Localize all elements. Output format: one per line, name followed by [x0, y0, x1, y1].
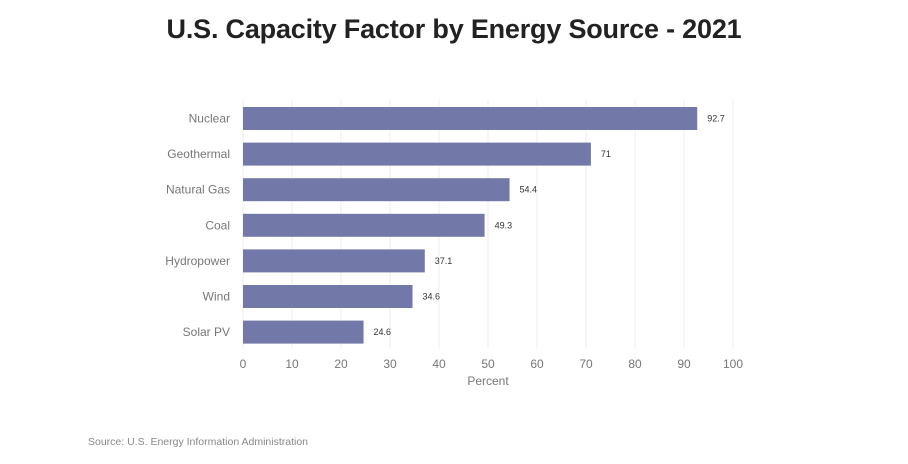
category-label: Nuclear: [189, 112, 230, 126]
x-tick-label: 70: [579, 357, 593, 371]
value-label: 24.6: [374, 327, 392, 337]
bar: [243, 107, 698, 130]
category-label: Hydropower: [165, 254, 230, 268]
x-tick-label: 100: [723, 357, 743, 371]
category-labels: Nuclear Geothermal Natural Gas Coal Hydropow…: [165, 112, 230, 340]
category-label: Solar PV: [183, 325, 230, 339]
x-tick-label: 20: [334, 357, 348, 371]
x-tick-label: 0: [240, 357, 247, 371]
category-label: Wind: [203, 290, 230, 304]
value-label: 34.6: [423, 292, 441, 302]
bar: [243, 285, 413, 308]
x-tick-label: 40: [432, 357, 446, 371]
x-tick-label: 80: [628, 357, 642, 371]
x-tick-label: 60: [530, 357, 544, 371]
x-tick-labels: 0 10 20 30 40 50 60 70 80 90 100: [240, 357, 744, 371]
x-tick-label: 30: [383, 357, 397, 371]
value-labels: 92.7 71 54.4 49.3 37.1 34.6 24.6: [374, 114, 725, 338]
bar: [243, 249, 425, 273]
bar: [243, 213, 485, 237]
value-label: 92.7: [707, 114, 725, 124]
category-label: Natural Gas: [166, 183, 230, 197]
category-label: Geothermal: [167, 147, 230, 161]
bars: [243, 107, 698, 344]
value-label: 49.3: [495, 220, 513, 230]
x-tick-label: 10: [285, 357, 299, 371]
value-label: 71: [601, 149, 611, 159]
category-label: Coal: [205, 218, 230, 232]
bar: [243, 178, 510, 202]
value-label: 54.4: [520, 185, 538, 195]
source-note: Source: U.S. Energy Information Administ…: [88, 436, 309, 448]
value-label: 37.1: [435, 256, 453, 266]
x-axis-title: Percent: [467, 374, 509, 388]
chart-title: U.S. Capacity Factor by Energy Source - …: [166, 14, 742, 44]
bar: [243, 320, 364, 344]
x-tick-label: 90: [677, 357, 691, 371]
bar: [243, 142, 591, 166]
x-tick-label: 50: [481, 357, 495, 371]
